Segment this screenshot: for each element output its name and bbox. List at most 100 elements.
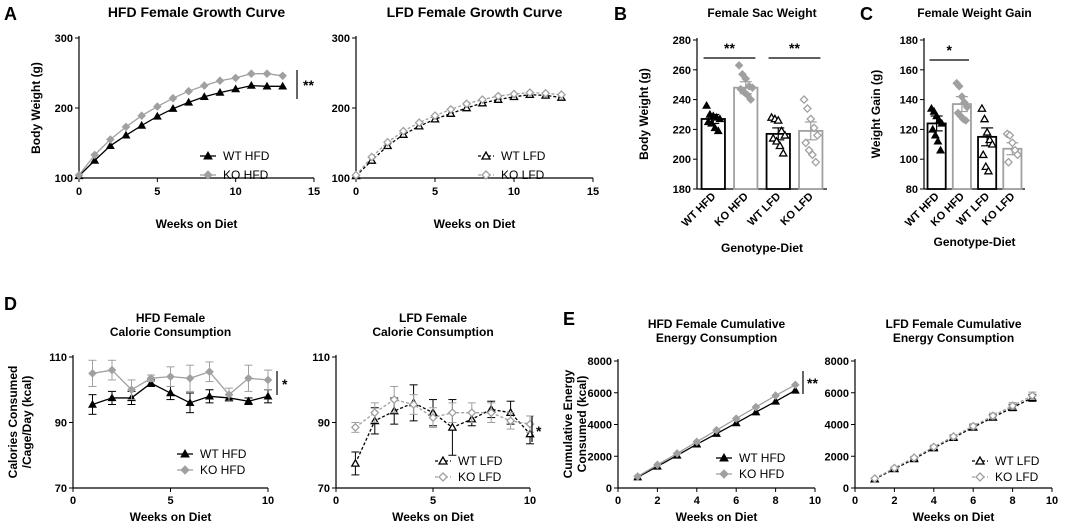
data-point bbox=[107, 393, 117, 402]
data-point bbox=[428, 413, 438, 423]
x-tick-label: 10 bbox=[262, 495, 274, 507]
data-point bbox=[983, 166, 994, 175]
y-tick-label: 6000 bbox=[825, 388, 849, 400]
x-tick-label: 0 bbox=[615, 495, 621, 507]
panel-label-b: B bbox=[614, 4, 627, 24]
data-point bbox=[748, 83, 757, 92]
data-point bbox=[802, 104, 812, 114]
data-point bbox=[350, 422, 360, 432]
y-tick-label: 300 bbox=[332, 33, 350, 45]
significance-marker: * bbox=[947, 42, 953, 58]
data-point bbox=[462, 99, 472, 109]
x-tick-label: 5 bbox=[432, 186, 438, 198]
chart-title: Calorie Consumption bbox=[372, 325, 493, 339]
data-point bbox=[962, 102, 972, 112]
y-tick-label: 240 bbox=[673, 95, 691, 107]
data-point bbox=[979, 114, 990, 123]
data-point bbox=[137, 120, 147, 129]
data-point bbox=[90, 150, 99, 160]
x-tick-label: 10 bbox=[230, 186, 242, 198]
x-tick-label: KO LFD bbox=[778, 191, 815, 228]
x-tick-label: 4 bbox=[694, 495, 701, 507]
legend-marker bbox=[180, 465, 190, 475]
data-point bbox=[88, 399, 97, 408]
x-tick-label: 6 bbox=[733, 495, 739, 507]
data-point bbox=[168, 104, 178, 112]
data-point bbox=[780, 130, 790, 139]
x-tick-label: 5 bbox=[154, 186, 160, 198]
data-point bbox=[702, 100, 712, 109]
x-axis-label: Genotype-Diet bbox=[721, 241, 803, 255]
x-tick-label: 2 bbox=[891, 495, 897, 507]
chart-title: Female Sac Weight bbox=[707, 6, 816, 20]
data-point bbox=[751, 402, 761, 412]
data-point bbox=[467, 408, 477, 418]
legend-label: WT HFD bbox=[223, 149, 270, 163]
chart-title: LFD Female Cumulative bbox=[885, 317, 1021, 331]
x-tick-label: 8 bbox=[773, 495, 779, 507]
legend-label: KO HFD bbox=[223, 168, 269, 182]
panel-label-c: C bbox=[860, 4, 873, 24]
data-point bbox=[672, 449, 682, 458]
y-axis-label: /Cage/Day (kcal) bbox=[20, 376, 34, 469]
legend-marker bbox=[481, 170, 491, 180]
data-point bbox=[166, 388, 175, 397]
y-tick-label: 8000 bbox=[588, 356, 612, 368]
data-point bbox=[773, 115, 783, 124]
series-line-0 bbox=[354, 402, 531, 464]
data-point bbox=[633, 472, 643, 481]
legend-marker bbox=[180, 448, 190, 458]
data-point bbox=[146, 378, 156, 387]
significance-marker: ** bbox=[724, 40, 735, 56]
legend-marker bbox=[437, 455, 449, 465]
data-point bbox=[389, 395, 399, 405]
x-tick-label: 10 bbox=[1046, 495, 1058, 507]
data-point bbox=[731, 414, 741, 423]
data-point bbox=[771, 391, 780, 400]
data-point bbox=[771, 136, 782, 145]
x-axis-label: Weeks on Diet bbox=[676, 510, 758, 523]
y-tick-label: 300 bbox=[55, 33, 73, 45]
y-tick-label: 0 bbox=[606, 483, 612, 495]
legend-marker bbox=[975, 472, 985, 482]
data-point bbox=[278, 71, 287, 81]
y-tick-label: 120 bbox=[900, 124, 918, 136]
x-tick-label: 15 bbox=[308, 186, 320, 198]
y-tick-label: 70 bbox=[55, 483, 67, 495]
y-tick-label: 200 bbox=[55, 103, 73, 115]
data-point bbox=[205, 367, 214, 377]
data-point bbox=[185, 398, 195, 407]
data-point bbox=[447, 408, 457, 418]
data-point bbox=[1008, 401, 1018, 411]
data-point bbox=[446, 104, 456, 114]
data-point bbox=[713, 126, 723, 135]
y-tick-label: 180 bbox=[900, 35, 918, 47]
data-point bbox=[541, 88, 551, 98]
data-point bbox=[525, 88, 535, 98]
y-tick-label: 110 bbox=[49, 352, 67, 364]
x-tick-label: 5 bbox=[167, 495, 173, 507]
data-point bbox=[121, 122, 131, 132]
legend-marker bbox=[480, 150, 492, 160]
data-point bbox=[957, 92, 967, 101]
legend-marker bbox=[974, 455, 986, 465]
data-point bbox=[801, 138, 811, 148]
series-line-1 bbox=[92, 369, 269, 396]
legend-label: KO HFD bbox=[739, 467, 785, 481]
data-point bbox=[231, 73, 240, 83]
y-tick-label: 4000 bbox=[825, 420, 849, 432]
data-point bbox=[231, 84, 241, 93]
x-tick-label: 0 bbox=[333, 495, 339, 507]
y-axis-label: Calories Consumed bbox=[6, 366, 20, 479]
y-tick-label: 2000 bbox=[825, 451, 849, 463]
x-axis-label: Weeks on Diet bbox=[913, 510, 995, 523]
significance-marker: * bbox=[536, 423, 542, 439]
data-point bbox=[806, 114, 816, 124]
y-tick-label: 110 bbox=[312, 352, 330, 364]
data-point bbox=[932, 111, 942, 120]
data-point bbox=[370, 408, 380, 418]
x-tick-label: 2 bbox=[654, 495, 660, 507]
data-point bbox=[778, 148, 788, 157]
y-tick-label: 80 bbox=[906, 184, 918, 196]
legend-marker bbox=[203, 170, 213, 180]
